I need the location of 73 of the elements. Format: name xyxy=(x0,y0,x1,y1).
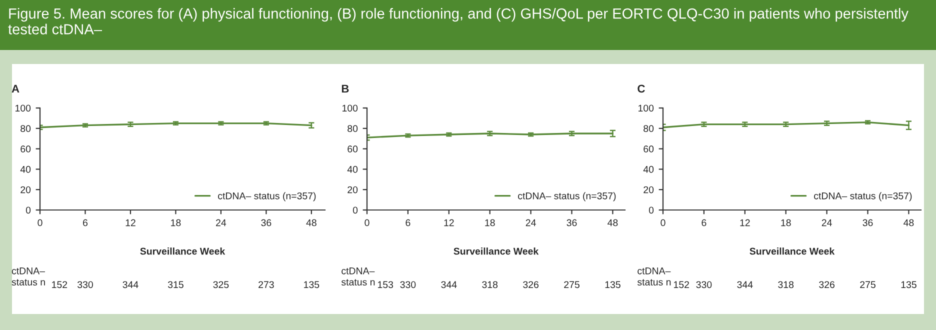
x-tick-label: 6 xyxy=(702,219,706,226)
y-tick-label: 20 xyxy=(348,186,358,194)
text: 318 xyxy=(482,281,498,288)
text: 275 xyxy=(860,281,876,288)
y-tick-label: 20 xyxy=(20,186,31,194)
text: 330 xyxy=(696,281,712,288)
y-tick-label: 0 xyxy=(26,206,31,214)
x-axis-title: Surveillance Week xyxy=(454,248,539,255)
y-tick-label: 20 xyxy=(644,186,654,194)
y-tick-label: 60 xyxy=(20,146,31,152)
text: 135 xyxy=(605,281,620,288)
chart-title: B xyxy=(342,84,349,93)
y-tick-label: 40 xyxy=(347,166,358,173)
x-tick-label: 12 xyxy=(740,219,750,226)
x-tick-label: 48 xyxy=(306,219,316,226)
x-tick-label: 0 xyxy=(660,219,666,226)
text: 152 xyxy=(52,281,68,288)
y-tick-label: 60 xyxy=(644,146,654,152)
y-tick-label: 80 xyxy=(20,125,31,132)
x-tick-label: 24 xyxy=(822,219,832,226)
x-tick-label: 24 xyxy=(526,219,536,226)
text: ctDNA– status n xyxy=(341,268,375,286)
text: ctDNA– status n xyxy=(12,268,45,286)
text: 275 xyxy=(564,281,580,288)
x-tick-label: 36 xyxy=(566,219,577,226)
text: 315 xyxy=(168,281,184,288)
text: 326 xyxy=(819,281,834,288)
text: 344 xyxy=(737,281,753,288)
x-axis-title: Surveillance Week xyxy=(750,248,835,255)
text: 326 xyxy=(523,281,538,288)
x-tick-label: 36 xyxy=(862,219,873,226)
text: ctDNA– status n xyxy=(637,268,671,286)
text: 153 xyxy=(378,281,394,288)
text: 330 xyxy=(78,281,93,288)
y-tick-label: 60 xyxy=(348,146,358,152)
x-tick-label: 36 xyxy=(261,219,272,226)
y-tick-label: 40 xyxy=(20,166,31,173)
x-tick-label: 18 xyxy=(485,219,495,226)
x-tick-label: 12 xyxy=(444,219,454,226)
x-axis-title: Surveillance Week xyxy=(140,248,226,255)
x-tick-label: 48 xyxy=(904,219,914,226)
y-tick-label: 100 xyxy=(15,104,31,112)
x-tick-label: 0 xyxy=(364,219,370,226)
x-tick-label: 24 xyxy=(216,219,226,226)
chart-title: A xyxy=(12,84,20,93)
x-tick-label: 18 xyxy=(171,219,181,226)
y-tick-label: 0 xyxy=(352,206,358,214)
text: 273 xyxy=(258,281,274,288)
y-tick-label: 100 xyxy=(638,104,654,112)
y-tick-label: 80 xyxy=(644,125,654,132)
legend-label: ctDNA– status (n=357) xyxy=(218,192,316,202)
x-tick-label: 12 xyxy=(126,219,136,226)
y-tick-label: 40 xyxy=(643,166,654,173)
x-tick-label: 0 xyxy=(38,219,42,226)
text: 344 xyxy=(122,281,138,288)
text: 330 xyxy=(400,281,416,288)
chart-title: C xyxy=(638,84,645,93)
x-tick-label: 6 xyxy=(83,219,88,226)
text: 135 xyxy=(304,281,320,288)
text: 318 xyxy=(778,281,794,288)
y-tick-label: 100 xyxy=(342,104,358,112)
x-tick-label: 6 xyxy=(406,219,410,226)
text: 325 xyxy=(213,281,229,288)
legend-label: ctDNA– status (n=357) xyxy=(518,192,616,202)
x-tick-label: 18 xyxy=(781,219,791,226)
caption: Figure 5. Mean scores for (A) physical functioning, (B) role functioning, and (C) GHS/QoL per EORTC QLQ-C30 in patients who persistently tested ctDNA– xyxy=(8,8,908,34)
y-tick-label: 0 xyxy=(648,206,654,214)
y-tick-label: 80 xyxy=(348,125,358,132)
text: 344 xyxy=(441,281,457,288)
text: 135 xyxy=(901,281,916,288)
legend-label: ctDNA– status (n=357) xyxy=(814,192,912,202)
x-tick-label: 48 xyxy=(608,219,618,226)
text: 152 xyxy=(674,281,689,288)
